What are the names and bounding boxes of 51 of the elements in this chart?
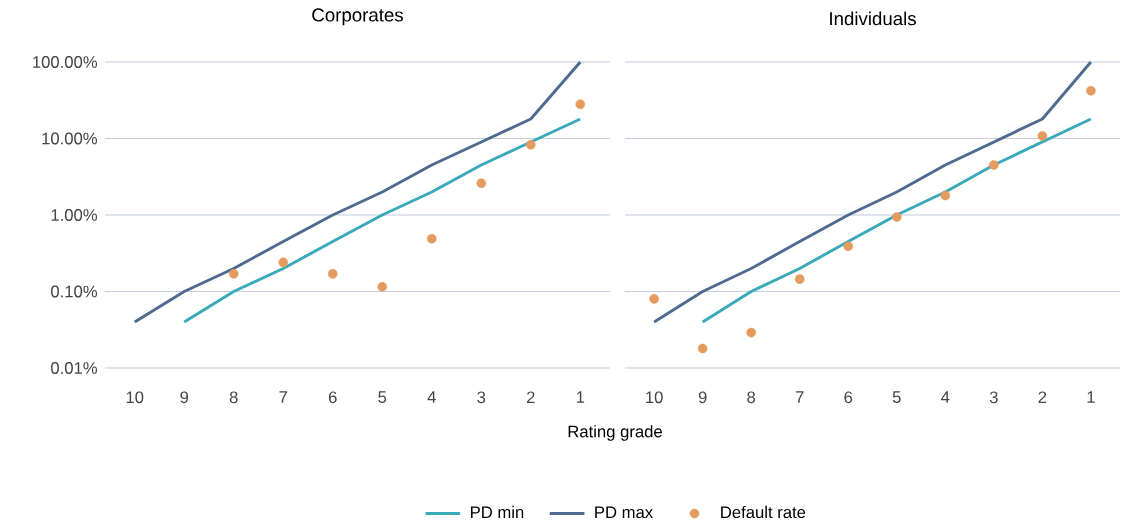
x-tick-label: 1 xyxy=(1087,391,1095,403)
point xyxy=(525,139,536,150)
point xyxy=(989,160,999,170)
x-tick-label: 10 xyxy=(646,391,663,404)
point xyxy=(1086,86,1096,96)
y-tick-label: 100.00% xyxy=(33,56,98,68)
x-tick-label: 4 xyxy=(427,391,436,403)
point xyxy=(1037,131,1048,141)
x-tick-label: 4 xyxy=(941,391,950,403)
point xyxy=(377,282,388,292)
point xyxy=(278,257,289,268)
x-tick-label: 6 xyxy=(328,391,337,404)
point xyxy=(327,269,338,279)
x-tick-label: 9 xyxy=(180,391,189,404)
legend-label: PD min xyxy=(471,505,524,518)
x-tick-label: 8 xyxy=(229,391,238,404)
x-axis-title: Rating grade xyxy=(568,425,662,441)
point xyxy=(476,178,487,189)
line-series xyxy=(182,117,582,324)
x-tick-label: 3 xyxy=(477,391,486,404)
point xyxy=(575,99,586,110)
point xyxy=(940,190,951,201)
legend-label: PD max xyxy=(595,506,653,519)
y-tick-label: 0.10% xyxy=(51,285,98,298)
point xyxy=(649,294,659,304)
x-tick-label: 2 xyxy=(1038,391,1047,403)
point xyxy=(228,269,239,279)
point xyxy=(426,233,437,244)
x-tick-label: 3 xyxy=(989,391,998,404)
x-tick-label: 5 xyxy=(892,391,901,403)
legend-label: Default rate xyxy=(721,505,806,519)
y-tick-label: 1.00% xyxy=(51,209,98,221)
y-tick-label: 0.01% xyxy=(51,362,98,374)
x-tick-label: 7 xyxy=(795,391,804,403)
x-tick-label: 1 xyxy=(576,391,585,403)
point xyxy=(746,327,756,338)
x-tick-label: 2 xyxy=(526,391,535,403)
y-tick-label: 10.00% xyxy=(42,132,98,145)
chart-title: Individuals xyxy=(830,11,916,26)
point xyxy=(891,212,902,222)
x-tick-label: 5 xyxy=(378,391,387,403)
x-tick-label: 10 xyxy=(126,391,144,404)
x-tick-label: 9 xyxy=(698,391,707,404)
line-series xyxy=(133,60,582,324)
x-tick-label: 8 xyxy=(747,391,756,404)
point xyxy=(794,274,805,284)
point xyxy=(697,343,708,354)
chart-title: Corporates xyxy=(312,8,403,26)
x-tick-label: 6 xyxy=(844,391,853,404)
point xyxy=(843,241,854,252)
x-tick-label: 7 xyxy=(279,391,288,403)
